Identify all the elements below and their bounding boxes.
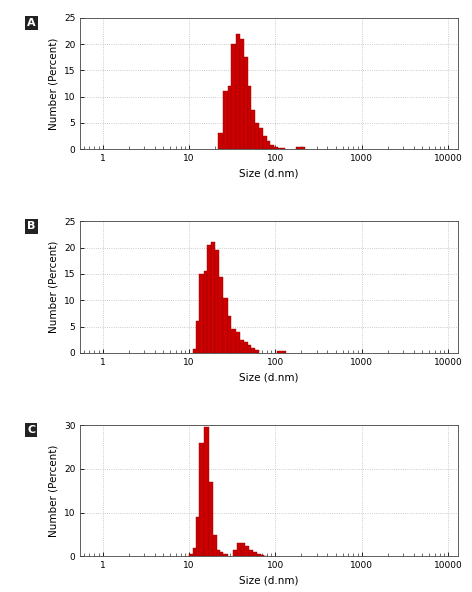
Bar <box>219 133 223 149</box>
Bar <box>252 348 255 353</box>
Bar <box>204 427 209 556</box>
Bar <box>189 554 193 556</box>
Bar <box>267 141 270 149</box>
Bar <box>259 128 263 149</box>
Bar <box>223 554 228 556</box>
Bar <box>211 243 215 353</box>
Bar <box>248 86 252 149</box>
Bar <box>193 548 196 556</box>
Bar <box>253 552 257 556</box>
Bar <box>241 543 244 556</box>
Bar <box>231 329 236 353</box>
Bar <box>240 39 244 149</box>
Bar <box>196 321 199 353</box>
X-axis label: Size (d.nm): Size (d.nm) <box>239 169 299 179</box>
Bar <box>196 517 199 556</box>
Bar <box>277 350 287 353</box>
Bar <box>252 110 255 149</box>
Bar <box>244 546 249 556</box>
Bar <box>263 136 267 149</box>
Bar <box>213 535 217 556</box>
Bar <box>248 345 252 353</box>
Bar <box>199 443 204 556</box>
Bar <box>255 123 259 149</box>
Bar <box>240 340 244 353</box>
Bar <box>257 554 261 556</box>
Bar <box>219 276 223 353</box>
Bar <box>233 550 237 556</box>
Bar <box>231 44 236 149</box>
Y-axis label: Number (Percent): Number (Percent) <box>48 37 59 130</box>
Bar <box>274 147 278 149</box>
Y-axis label: Number (Percent): Number (Percent) <box>48 445 59 537</box>
Bar <box>209 482 213 556</box>
X-axis label: Size (d.nm): Size (d.nm) <box>239 576 299 586</box>
Bar <box>207 245 211 353</box>
X-axis label: Size (d.nm): Size (d.nm) <box>239 372 299 382</box>
Text: B: B <box>27 221 35 231</box>
Bar <box>199 274 204 353</box>
Bar <box>281 148 285 149</box>
Bar <box>236 34 240 149</box>
Bar <box>296 147 304 149</box>
Bar <box>223 298 228 353</box>
Bar <box>278 147 281 149</box>
Bar <box>261 555 264 556</box>
Bar <box>223 91 228 149</box>
Text: C: C <box>27 425 35 435</box>
Bar <box>193 349 196 353</box>
Bar <box>215 250 219 353</box>
Bar <box>270 145 274 149</box>
Bar <box>255 350 259 353</box>
Bar <box>217 550 220 556</box>
Bar <box>220 552 223 556</box>
Text: A: A <box>27 18 35 28</box>
Bar <box>244 57 248 149</box>
Bar <box>249 550 253 556</box>
Bar <box>244 342 248 353</box>
Bar <box>236 332 240 353</box>
Bar <box>237 543 241 556</box>
Bar <box>228 316 231 353</box>
Bar <box>204 271 207 353</box>
Y-axis label: Number (Percent): Number (Percent) <box>48 241 59 333</box>
Bar <box>228 86 231 149</box>
